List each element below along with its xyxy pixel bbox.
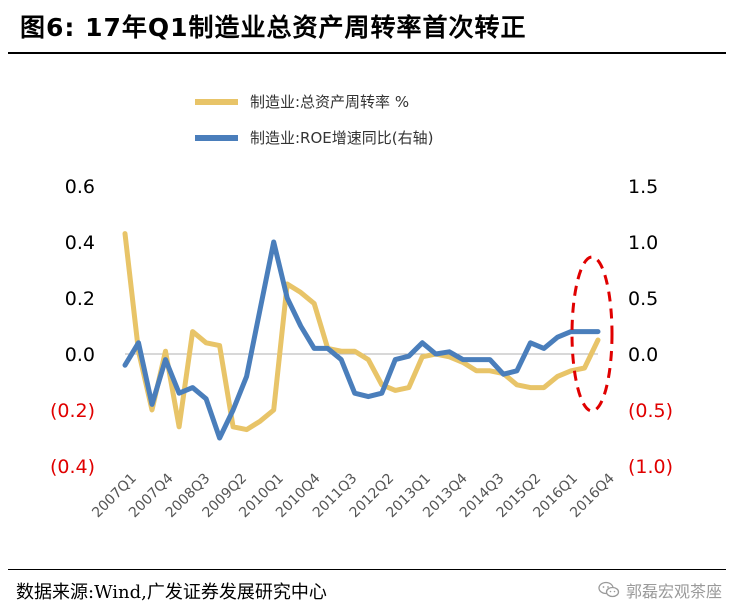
source-note: 数据来源:Wind,广发证券发展研究中心 <box>16 582 327 603</box>
chart-title: 图6: 17年Q1制造业总资产周转率首次转正 <box>20 13 527 42</box>
x-axis: 2007Q12007Q42008Q32009Q22010Q12010Q42011… <box>89 470 618 521</box>
highlight-ellipse <box>570 255 614 413</box>
series-line-1 <box>122 239 601 441</box>
title-divider <box>8 52 726 54</box>
series-layer <box>122 231 601 441</box>
left-tick-label: 0.4 <box>65 232 95 254</box>
legend: 制造业:总资产周转率 % 制造业:ROE增速同比(右轴) <box>195 93 433 147</box>
series-line-0 <box>122 231 601 433</box>
legend-label-0: 制造业:总资产周转率 % <box>250 93 409 111</box>
left-axis: 0.6 0.4 0.2 0.0 (0.2) (0.4) <box>50 176 95 478</box>
watermark: 郭磊宏观茶座 <box>598 578 722 602</box>
left-tick-label: (0.4) <box>50 456 95 478</box>
footer-divider <box>8 569 726 570</box>
right-tick-label: (0.5) <box>628 400 673 422</box>
right-tick-label: 1.0 <box>628 232 658 254</box>
watermark-text: 郭磊宏观茶座 <box>625 582 722 601</box>
right-tick-label: 0.0 <box>628 344 658 366</box>
right-tick-label: 0.5 <box>628 288 658 310</box>
left-tick-label: (0.2) <box>50 400 95 422</box>
legend-label-1: 制造业:ROE增速同比(右轴) <box>250 129 433 147</box>
right-axis: 1.5 1.0 0.5 0.0 (0.5) (1.0) <box>628 176 673 478</box>
right-tick-label: 1.5 <box>628 176 658 198</box>
chart: 制造业:总资产周转率 % 制造业:ROE增速同比(右轴) 0.6 0.4 0.2 0.0… <box>50 93 673 521</box>
left-tick-label: 0.0 <box>65 344 95 366</box>
left-tick-label: 0.6 <box>65 176 95 198</box>
wechat-icon <box>598 581 620 598</box>
right-tick-label: (1.0) <box>628 456 673 478</box>
left-tick-label: 0.2 <box>65 288 95 310</box>
